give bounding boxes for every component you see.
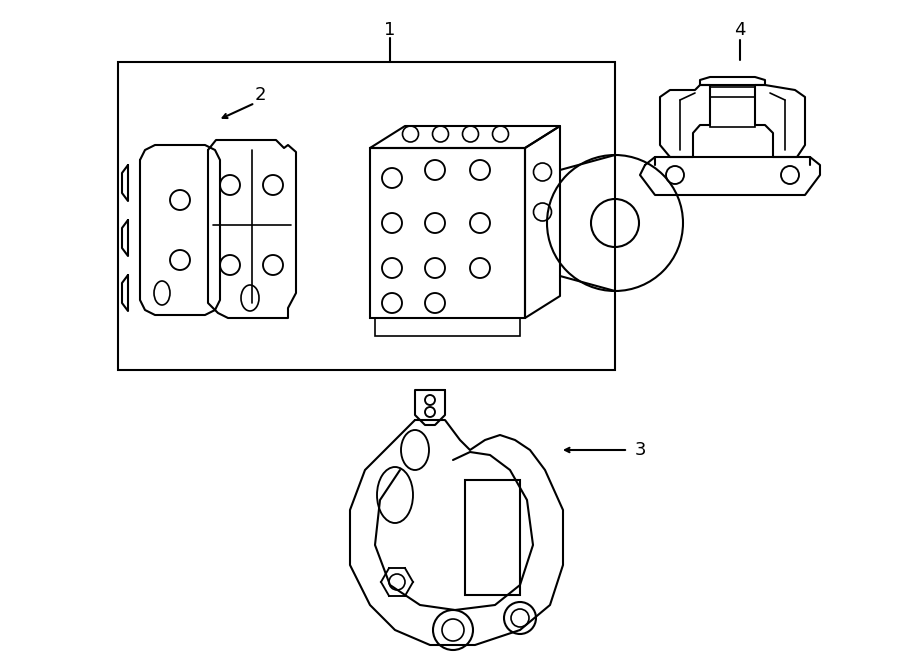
Text: 1: 1 — [384, 21, 396, 39]
Text: 2: 2 — [254, 86, 266, 104]
Bar — [375, 318, 520, 336]
Bar — [118, 62, 615, 370]
Bar — [370, 148, 525, 318]
Text: 3: 3 — [634, 441, 646, 459]
Text: 4: 4 — [734, 21, 746, 39]
Bar — [710, 97, 755, 127]
Bar — [465, 480, 520, 595]
